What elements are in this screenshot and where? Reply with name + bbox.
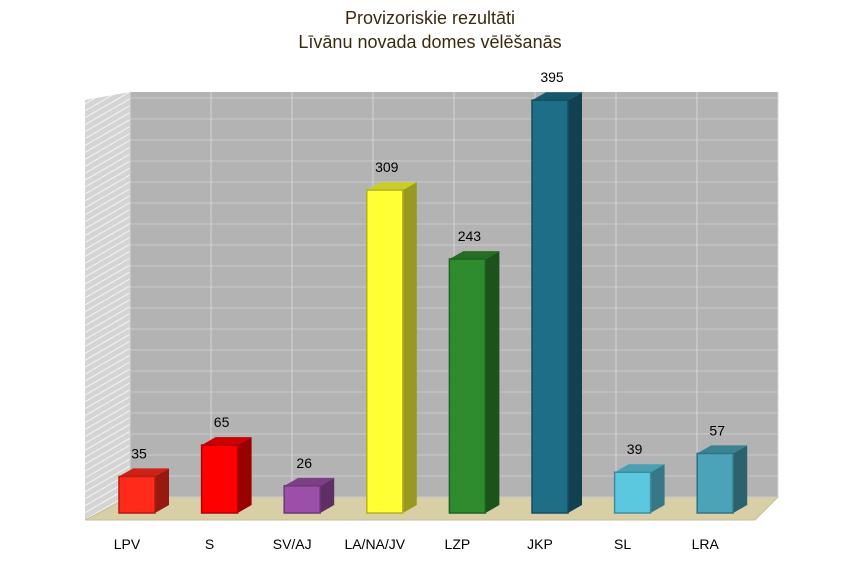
chart-title: Provizoriskie rezultāti [345,8,515,28]
bar-side [402,182,417,513]
bar [200,444,239,514]
x-tick-label: LZP [445,536,471,552]
bar [696,452,734,514]
value-label: 309 [375,159,399,175]
value-label: 39 [627,441,643,457]
bar-top [449,251,500,260]
bar-side [237,437,252,513]
x-tick-label: S [205,536,214,552]
x-tick-label: JKP [527,536,553,552]
value-label: 65 [214,414,230,430]
value-label: 395 [540,69,564,85]
bar-side [568,92,582,513]
floor [84,496,780,521]
value-label: 35 [131,445,147,461]
bar [613,471,652,514]
chart-subtitle: Līvānu novada domes vēlēšanās [298,32,561,52]
left-wall [85,92,130,520]
x-tick-label: SV/AJ [273,536,312,552]
bar-side [733,445,748,513]
bar-top [697,445,748,454]
bar-side [485,251,500,513]
bar-top [284,477,335,486]
value-label: 57 [709,422,725,438]
x-tick-label: LPV [114,536,141,552]
bar-top [119,468,169,477]
x-tick-label: LRA [692,536,720,552]
x-tick-label: LA/NA/JV [344,536,405,552]
bar-top [366,182,417,191]
x-tick-label: SL [614,536,631,552]
bar [448,258,487,514]
bar [531,99,569,514]
bar-side [155,468,169,513]
bar-top [614,464,665,473]
bar-top [201,437,252,446]
bar [283,485,321,514]
bar-side [320,477,335,513]
bar-side [650,464,665,513]
bar-top [532,92,582,101]
value-label: 243 [458,228,482,244]
bar [118,475,156,514]
value-label: 26 [296,455,312,471]
bar [366,189,404,514]
